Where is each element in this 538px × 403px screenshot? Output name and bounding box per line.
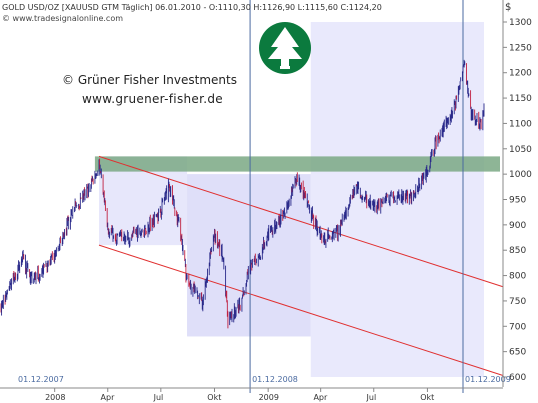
y-tick-label: 950	[509, 196, 526, 206]
y-tick-label: 900	[509, 221, 526, 231]
y-tick-label: 1000	[509, 170, 532, 180]
y-tick-label: 750	[509, 297, 526, 307]
brand-url: www.gruener-fisher.de	[82, 92, 223, 106]
price-candles	[0, 59, 485, 329]
y-tick-label: 800	[509, 272, 526, 282]
shaded-region	[187, 174, 311, 337]
y-tick-label: 1050	[509, 145, 532, 155]
resistance-band-rect	[94, 156, 501, 172]
y-tick-label: 1150	[509, 94, 532, 104]
resistance-band	[94, 156, 501, 172]
logo-tree	[268, 27, 302, 66]
x-tick-label: 2009	[259, 393, 279, 402]
marker-label: 01.12.2007	[18, 375, 64, 384]
y-tick-label: 1300	[509, 18, 532, 28]
x-tick-label: Jul	[153, 393, 164, 402]
chart-header-instrument: GOLD USD/OZ [XAUUSD GTM Täglich] 06.01.2…	[2, 3, 382, 12]
x-tick-label: Okt	[420, 393, 434, 402]
currency-label: $	[505, 2, 512, 13]
tree-logo-icon	[259, 22, 311, 74]
chart-source-label: © www.tradesignalonline.com	[2, 14, 124, 23]
y-tick-label: 600	[509, 373, 526, 383]
x-tick-label: 2008	[45, 393, 65, 402]
logo-trunk	[280, 66, 290, 69]
marker-label: 01.12.2008	[252, 375, 298, 384]
y-tick-label: 700	[509, 322, 526, 332]
brand-name: © Grüner Fisher Investments	[62, 73, 237, 87]
y-tick-label: 1200	[509, 69, 532, 79]
vertical-markers: 01.12.2007 01.12.2008 01.12.2009	[18, 0, 511, 393]
trend-line-upper	[98, 155, 504, 288]
x-tick-label: Okt	[207, 393, 221, 402]
x-tick-label: Apr	[101, 393, 116, 402]
trend-channel	[98, 155, 504, 377]
shaded-region-overlap	[187, 174, 311, 337]
y-tick-label: 1250	[509, 43, 532, 53]
x-tick-label: Apr	[313, 393, 328, 402]
y-tick-label: 1100	[509, 119, 532, 129]
marker-label: 01.12.2009	[465, 375, 511, 384]
x-tick-label: Jul	[366, 393, 377, 402]
y-tick-label: 850	[509, 246, 526, 256]
trend-line-lower	[98, 244, 504, 377]
y-tick-label: 650	[509, 348, 526, 358]
